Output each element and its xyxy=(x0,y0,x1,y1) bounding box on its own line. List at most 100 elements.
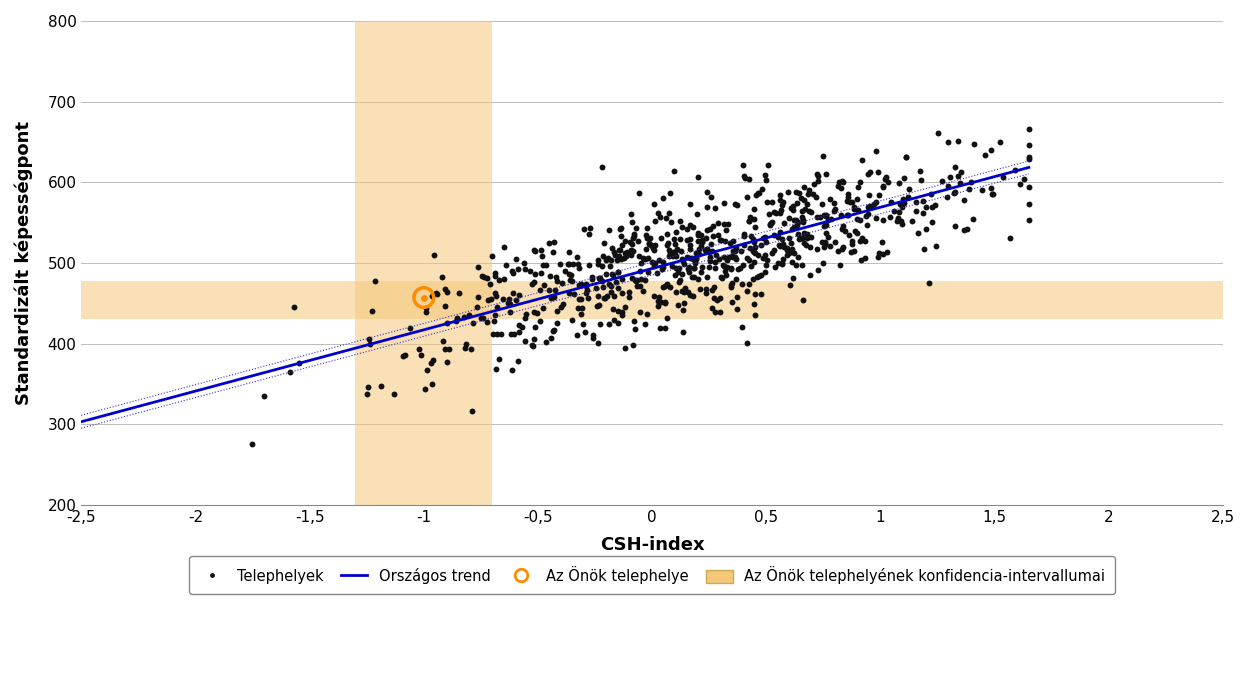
Point xyxy=(481,293,501,304)
Point xyxy=(540,284,560,295)
Point xyxy=(626,281,646,292)
Point xyxy=(742,245,762,256)
Bar xyxy=(355,21,492,505)
Point xyxy=(646,267,666,278)
Point xyxy=(1019,199,1039,210)
Point xyxy=(524,276,544,287)
Point xyxy=(744,256,764,267)
Point xyxy=(958,223,978,234)
Point xyxy=(680,199,700,210)
Point xyxy=(664,247,684,258)
Point xyxy=(664,250,684,261)
Point xyxy=(515,336,535,347)
Point xyxy=(825,236,845,247)
Point xyxy=(582,272,602,283)
Point xyxy=(582,273,602,284)
Point xyxy=(674,326,694,337)
Point xyxy=(860,201,880,212)
Point xyxy=(741,231,761,242)
Point xyxy=(778,243,798,254)
Point xyxy=(790,192,810,203)
Point xyxy=(644,291,664,302)
Point xyxy=(615,301,635,312)
Point xyxy=(659,245,679,256)
Point xyxy=(492,293,512,304)
Point xyxy=(718,261,738,272)
Point xyxy=(751,269,771,280)
Point xyxy=(800,232,820,243)
Point xyxy=(726,274,746,285)
Point xyxy=(832,223,852,234)
Point xyxy=(650,212,670,223)
Point xyxy=(488,302,508,313)
Point xyxy=(431,272,451,283)
Point xyxy=(680,239,700,250)
Point xyxy=(792,212,812,223)
Point xyxy=(571,279,591,290)
Point xyxy=(588,291,608,302)
Point xyxy=(760,220,780,231)
Point xyxy=(921,189,941,200)
Point xyxy=(680,220,700,231)
Point xyxy=(645,258,665,269)
Point xyxy=(357,389,377,400)
Point xyxy=(866,196,886,207)
Point xyxy=(478,294,498,305)
Point xyxy=(535,260,555,271)
Point xyxy=(660,188,680,199)
Point xyxy=(961,177,981,188)
Point xyxy=(772,234,792,245)
Point xyxy=(799,206,819,217)
Point xyxy=(642,257,662,268)
Point xyxy=(698,243,718,254)
Point xyxy=(503,288,522,299)
Point xyxy=(838,210,858,221)
Point xyxy=(845,226,865,237)
Point xyxy=(782,224,802,235)
Point xyxy=(1000,232,1020,243)
Point xyxy=(622,216,642,227)
Point xyxy=(595,293,615,304)
Point xyxy=(696,283,716,294)
Point xyxy=(621,209,641,220)
Point xyxy=(680,252,700,263)
Point xyxy=(755,232,775,243)
Point xyxy=(499,294,519,305)
Point xyxy=(521,278,541,289)
Point xyxy=(840,196,860,207)
Point xyxy=(925,199,945,210)
Point xyxy=(816,220,836,231)
Point xyxy=(674,304,694,315)
Point xyxy=(776,249,796,260)
Point xyxy=(832,175,852,186)
Point xyxy=(728,199,748,210)
Point xyxy=(1019,124,1039,135)
Point xyxy=(782,243,802,254)
Point xyxy=(544,325,564,336)
Point xyxy=(829,245,849,256)
Point xyxy=(559,287,579,298)
Point xyxy=(704,282,724,293)
Point xyxy=(418,364,437,375)
Point xyxy=(758,159,778,170)
Point xyxy=(558,258,578,269)
Point xyxy=(392,351,412,362)
Point xyxy=(685,257,705,268)
Point xyxy=(858,208,878,219)
Point xyxy=(624,231,644,242)
Point xyxy=(789,188,809,199)
Point xyxy=(426,288,446,299)
Point xyxy=(735,172,755,183)
Point xyxy=(698,243,718,254)
Point xyxy=(808,212,828,223)
Point xyxy=(435,300,455,311)
Point xyxy=(745,310,765,321)
Point xyxy=(514,258,534,269)
Point xyxy=(828,180,848,191)
Point xyxy=(736,253,756,264)
Point xyxy=(890,178,910,189)
Point xyxy=(916,202,936,213)
Point xyxy=(860,201,880,212)
Point xyxy=(630,280,650,291)
Point xyxy=(534,280,554,291)
